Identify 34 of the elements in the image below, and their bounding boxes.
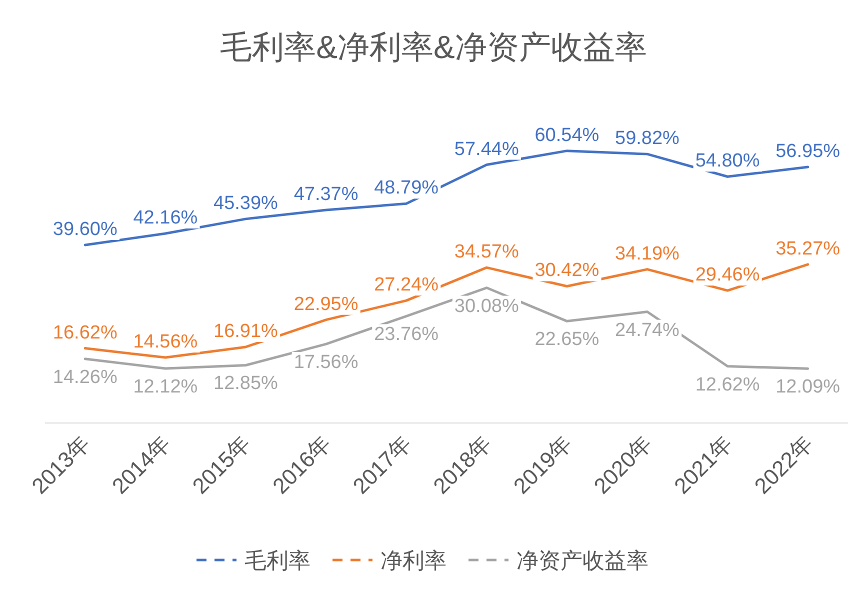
data-label: 39.60% bbox=[52, 218, 118, 240]
data-label: 30.42% bbox=[534, 260, 600, 282]
data-label: 27.24% bbox=[374, 274, 439, 296]
data-label: 45.39% bbox=[214, 192, 278, 214]
data-label: 34.57% bbox=[454, 242, 519, 263]
data-label: 12.62% bbox=[695, 374, 760, 396]
data-label: 59.82% bbox=[615, 128, 680, 150]
data-label: 12.12% bbox=[133, 376, 198, 398]
title: 毛利率&净利率&净资产收益率 bbox=[220, 29, 647, 65]
data-label: 48.79% bbox=[374, 178, 439, 199]
data-label: 60.54% bbox=[534, 124, 600, 146]
data-label: 35.27% bbox=[776, 238, 840, 260]
data-label: 57.44% bbox=[454, 138, 519, 160]
data-label: 22.65% bbox=[534, 329, 600, 350]
data-label: 30.08% bbox=[454, 296, 519, 317]
data-label: 22.95% bbox=[294, 294, 358, 315]
data-label: 54.80% bbox=[695, 150, 760, 172]
data-label: 12.85% bbox=[214, 373, 278, 394]
data-label: 23.76% bbox=[374, 324, 439, 346]
data-label: 17.56% bbox=[294, 352, 358, 374]
legend-label: 毛利率 bbox=[244, 548, 310, 573]
data-label: 12.09% bbox=[776, 376, 840, 398]
data-label: 16.62% bbox=[52, 322, 118, 344]
legend-label: 净资产收益率 bbox=[516, 548, 648, 573]
data-label: 14.26% bbox=[52, 366, 118, 388]
data-label: 47.37% bbox=[294, 184, 358, 206]
legend-label: 净利率 bbox=[380, 548, 446, 573]
data-label: 24.74% bbox=[615, 320, 680, 341]
data-label: 29.46% bbox=[695, 264, 760, 286]
data-label: 56.95% bbox=[776, 140, 840, 162]
data-label: 16.91% bbox=[214, 320, 278, 342]
data-label: 42.16% bbox=[133, 207, 198, 228]
data-label: 14.56% bbox=[133, 332, 198, 353]
data-label: 34.19% bbox=[615, 243, 680, 264]
